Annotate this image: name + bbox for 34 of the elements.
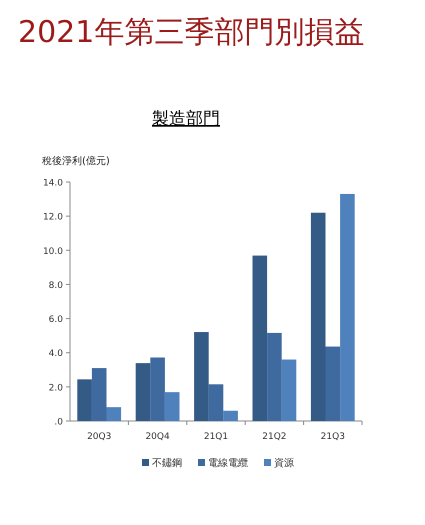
bar <box>310 212 326 421</box>
legend-label: 不鏽鋼 <box>152 457 182 469</box>
x-tick-label: 21Q2 <box>262 432 287 442</box>
x-tick-label: 21Q3 <box>320 432 345 442</box>
bar <box>164 392 180 421</box>
x-tick-label: 21Q1 <box>204 432 228 442</box>
bar <box>106 407 122 421</box>
bar <box>208 384 224 421</box>
y-tick-label: 10.0 <box>42 246 64 257</box>
bar <box>223 410 238 421</box>
bar <box>194 332 209 421</box>
bar <box>150 357 165 421</box>
x-tick-label: 20Q4 <box>145 432 170 442</box>
bar <box>340 194 355 421</box>
x-tick-label: 20Q3 <box>87 432 112 442</box>
bar <box>267 332 282 421</box>
chart-title: 2021年第三季部門別損益 <box>18 15 364 50</box>
y-tick-label: 4.0 <box>48 349 64 360</box>
bar <box>252 256 268 421</box>
legend-label: 電線電纜 <box>208 458 248 469</box>
y-tick-label: 14.0 <box>42 178 64 188</box>
y-tick-label: .0 <box>54 418 64 428</box>
y-tick-label: 2.0 <box>48 383 64 394</box>
y-tick-label: 6.0 <box>48 315 64 326</box>
y-tick-label: 12.0 <box>42 212 64 223</box>
bar <box>92 368 106 421</box>
bar <box>77 379 92 421</box>
y-axis-title: 稅後淨利(億元) <box>42 155 110 167</box>
y-tick-label: 8.0 <box>48 280 64 291</box>
legend-label: 資源 <box>274 457 294 469</box>
bar <box>136 363 150 421</box>
bar <box>282 360 296 421</box>
chart-subtitle: 製造部門 <box>152 109 220 129</box>
bar <box>326 346 340 421</box>
